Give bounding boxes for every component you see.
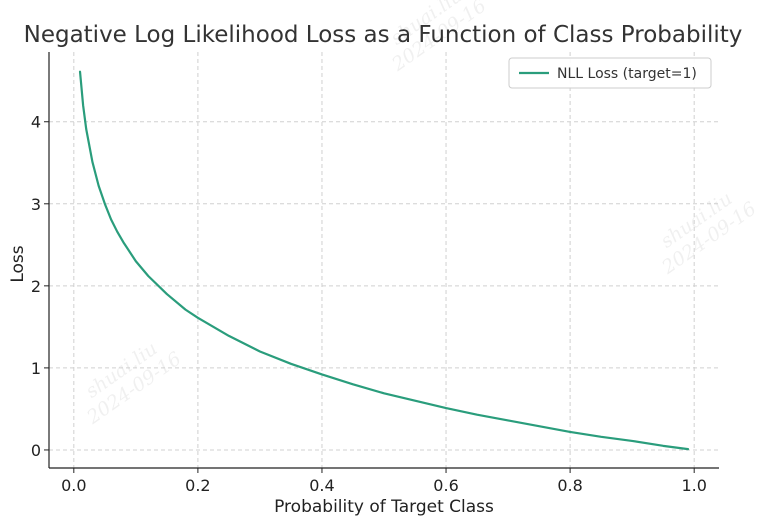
series-layer: [78, 70, 690, 451]
series-line-0: [78, 70, 690, 451]
x-tick-label: 0.4: [309, 476, 334, 495]
y-axis-label: Loss: [8, 245, 28, 282]
x-tick-label: 0.0: [61, 476, 86, 495]
legend: NLL Loss (target=1): [508, 57, 712, 89]
x-tick-label: 0.6: [433, 476, 458, 495]
legend-label: NLL Loss (target=1): [557, 66, 697, 82]
chart-title: Negative Log Likelihood Loss as a Functi…: [24, 22, 743, 48]
y-tick-label: 0: [31, 441, 41, 460]
grid-lines: [49, 52, 719, 468]
x-tick-label: 0.8: [557, 476, 582, 495]
y-tick-label: 3: [31, 195, 41, 214]
y-tick-label: 1: [31, 359, 41, 378]
y-tick-label: 4: [31, 113, 41, 132]
y-tick-label: 2: [31, 277, 41, 296]
x-axis-label: Probability of Target Class: [274, 497, 494, 517]
ticks: 0.0 0.2 0.4 0.6 0.8 1.0 0 1 2 3 4: [31, 113, 707, 495]
legend-box: [508, 57, 712, 89]
x-tick-label: 1.0: [681, 476, 706, 495]
x-tick-label: 0.2: [185, 476, 210, 495]
